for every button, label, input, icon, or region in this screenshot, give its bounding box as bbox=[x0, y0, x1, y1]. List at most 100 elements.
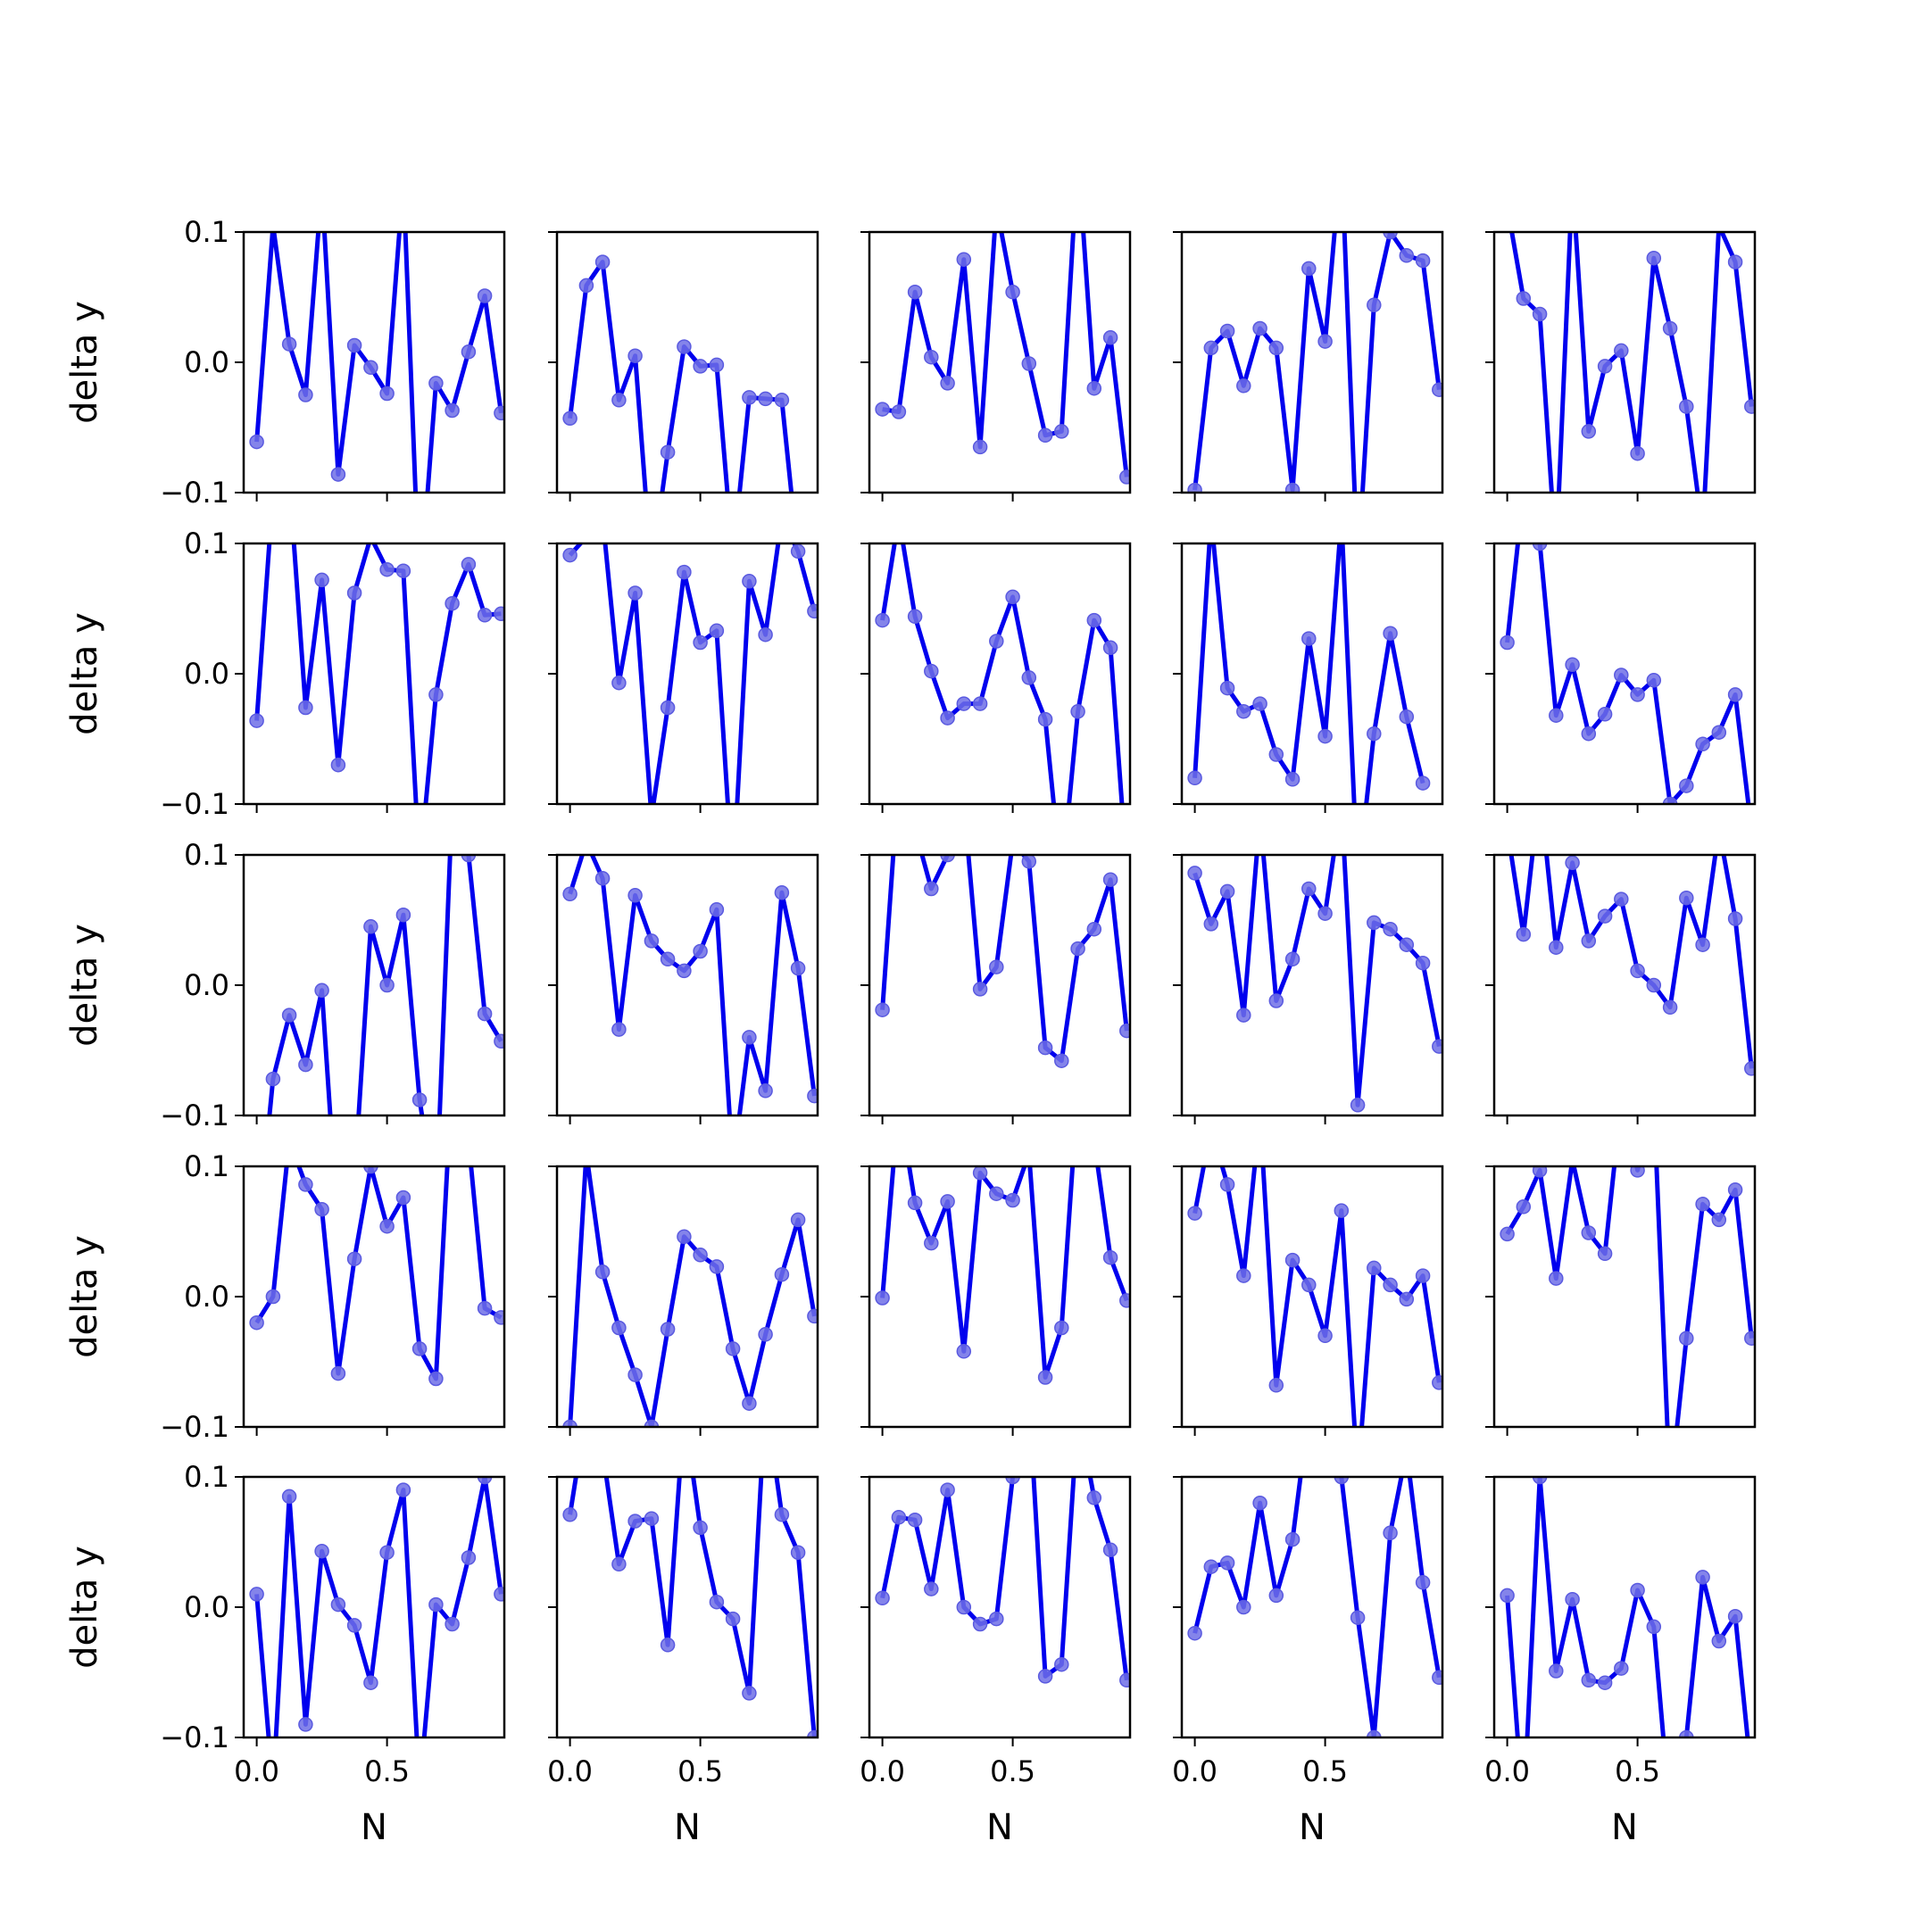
series-line bbox=[568, 1166, 817, 1427]
axes-frame bbox=[868, 853, 1132, 1117]
data-point bbox=[1334, 1203, 1350, 1218]
data-point bbox=[1219, 1555, 1235, 1571]
data-point bbox=[1119, 469, 1130, 485]
data-point bbox=[1119, 1023, 1130, 1039]
subplot-r0-c0: 0.1 0.0 −0.1 delta y bbox=[64, 215, 506, 510]
data-point bbox=[1696, 525, 1709, 538]
data-point bbox=[1334, 1477, 1350, 1485]
data-point bbox=[1727, 1182, 1743, 1198]
subplot-r3-c2 bbox=[860, 1133, 1132, 1436]
data-point bbox=[774, 1266, 790, 1282]
data-point bbox=[940, 855, 955, 863]
data-point bbox=[298, 1717, 313, 1732]
data-point bbox=[1532, 1166, 1548, 1178]
x-axis-label: N bbox=[1299, 1807, 1326, 1848]
data-point bbox=[891, 1510, 907, 1525]
data-point bbox=[1236, 1599, 1251, 1615]
data-point bbox=[727, 551, 740, 565]
data-point bbox=[1301, 881, 1317, 897]
series-group bbox=[562, 1392, 818, 1737]
data-point bbox=[611, 1556, 627, 1572]
data-point bbox=[759, 1392, 772, 1405]
data-point bbox=[1021, 670, 1037, 685]
data-point bbox=[1236, 378, 1251, 394]
data-point bbox=[644, 1511, 660, 1526]
data-point bbox=[363, 1675, 378, 1690]
data-point bbox=[461, 1133, 475, 1147]
data-point bbox=[1236, 704, 1251, 719]
data-point bbox=[1630, 1582, 1645, 1598]
y-tick-label: 0.1 bbox=[184, 1460, 229, 1494]
series-group bbox=[875, 796, 1130, 1068]
data-point bbox=[395, 1190, 411, 1206]
data-point bbox=[1383, 1525, 1398, 1541]
data-point bbox=[892, 510, 905, 524]
data-point bbox=[249, 713, 264, 728]
data-point bbox=[693, 943, 708, 959]
y-tick-label: 0.0 bbox=[184, 657, 229, 691]
data-point bbox=[627, 1367, 643, 1382]
data-point bbox=[1252, 320, 1267, 336]
data-point bbox=[1367, 1729, 1382, 1737]
series-line bbox=[1193, 855, 1442, 1107]
data-point bbox=[774, 393, 790, 408]
data-point bbox=[594, 1265, 611, 1280]
data-point bbox=[1055, 875, 1068, 889]
data-point bbox=[1550, 551, 1563, 565]
data-point bbox=[1120, 863, 1134, 876]
data-point bbox=[957, 796, 970, 809]
data-point bbox=[875, 1590, 890, 1606]
data-point bbox=[677, 564, 692, 580]
data-point bbox=[644, 564, 658, 577]
data-point bbox=[875, 1290, 890, 1306]
data-point bbox=[1350, 1098, 1366, 1113]
data-point bbox=[1630, 687, 1645, 702]
data-point bbox=[1087, 1133, 1101, 1147]
data-point bbox=[1646, 250, 1662, 266]
data-point bbox=[1037, 1669, 1053, 1684]
data-point bbox=[1021, 855, 1037, 869]
data-point bbox=[1268, 1588, 1284, 1604]
data-point bbox=[611, 1022, 627, 1037]
x-tick-label: 0.5 bbox=[1302, 1754, 1348, 1788]
data-point bbox=[1187, 866, 1202, 881]
data-point bbox=[924, 881, 939, 897]
data-point bbox=[1350, 1610, 1366, 1625]
data-point bbox=[660, 951, 676, 967]
data-point bbox=[1533, 784, 1547, 797]
series-line bbox=[254, 1477, 503, 1737]
y-tick-label: 0.0 bbox=[184, 345, 229, 379]
subplot-r0-c1 bbox=[548, 230, 819, 577]
data-point bbox=[677, 1229, 692, 1245]
series-group bbox=[249, 1133, 504, 1387]
subplot-r4-c3: 0.0 0.5 N bbox=[1172, 1475, 1444, 1848]
data-point bbox=[1662, 796, 1678, 804]
data-point bbox=[1268, 747, 1284, 762]
data-point bbox=[1119, 1672, 1130, 1688]
data-point bbox=[1727, 687, 1743, 702]
data-point bbox=[1102, 1542, 1118, 1558]
series-group bbox=[1509, 232, 1755, 565]
axes-frame bbox=[1180, 1475, 1444, 1739]
data-point bbox=[940, 1194, 955, 1209]
data-point bbox=[346, 1618, 362, 1633]
data-point bbox=[907, 284, 923, 300]
data-point bbox=[583, 543, 590, 544]
data-point bbox=[1219, 680, 1235, 696]
data-point bbox=[956, 252, 972, 267]
series-line bbox=[1505, 543, 1751, 804]
data-point bbox=[395, 907, 411, 923]
data-point bbox=[1204, 510, 1217, 524]
data-point bbox=[1647, 1095, 1660, 1108]
data-point bbox=[677, 963, 692, 979]
data-point bbox=[1597, 1675, 1613, 1690]
data-point bbox=[562, 1419, 578, 1427]
subplot-r2-c1 bbox=[548, 853, 819, 1124]
data-point bbox=[1252, 1495, 1267, 1511]
data-point bbox=[1005, 1192, 1020, 1208]
data-point bbox=[281, 1488, 297, 1505]
data-point bbox=[413, 863, 427, 876]
data-point bbox=[1745, 824, 1758, 837]
data-point bbox=[562, 886, 578, 902]
